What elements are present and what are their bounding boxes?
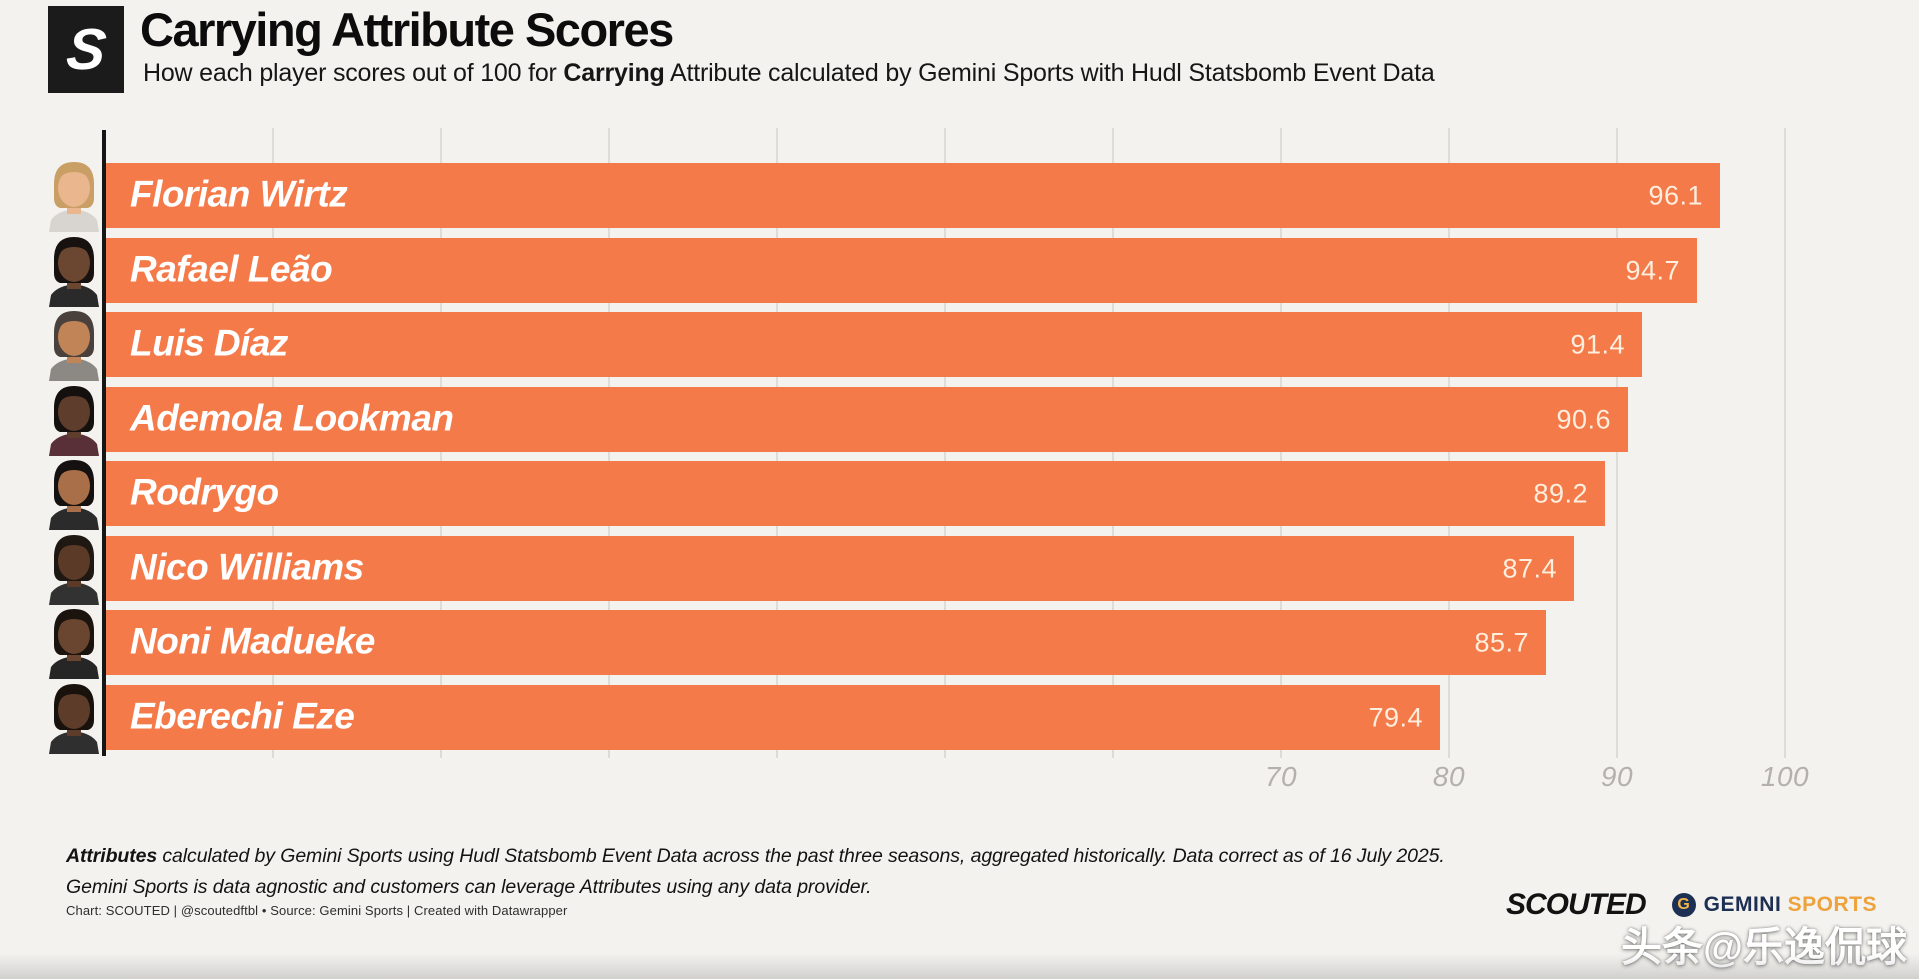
footnote-line-2: Gemini Sports is data agnostic and custo… [66, 875, 872, 898]
player-photo [45, 307, 103, 381]
chart-subtitle: How each player scores out of 100 for Ca… [143, 59, 1435, 88]
player-name: Noni Madueke [130, 619, 375, 661]
player-photo [45, 605, 103, 679]
page-title: Carrying Attribute Scores [140, 3, 674, 56]
footnote-bold: Attributes [66, 845, 158, 867]
score-value: 91.4 [1570, 329, 1625, 359]
bar-row: Noni Madueke 85.7 [0, 609, 1919, 679]
score-bar: Florian Wirtz 96.1 [106, 163, 1720, 228]
footnote: Attributes calculated by Gemini Sports u… [66, 841, 1546, 903]
gemini-circle-icon: G [1671, 893, 1696, 917]
player-name: Luis Díaz [130, 321, 288, 363]
gridline-100 [1784, 128, 1786, 758]
gemini-wordmark: GEMINI SPORTS [1704, 893, 1877, 917]
x-tick-label-90: 90 [1600, 761, 1634, 792]
bar-row: Nico Williams 87.4 [0, 535, 1919, 605]
score-bar: Noni Madueke 85.7 [106, 610, 1546, 675]
footnote-line-1-text: calculated by Gemini Sports using Hudl S… [157, 845, 1445, 867]
bar-row: Rodrygo 89.2 [0, 460, 1919, 530]
player-photo [45, 233, 103, 307]
score-bar: Nico Williams 87.4 [106, 536, 1574, 601]
player-name: Florian Wirtz [130, 172, 348, 214]
gemini-word: GEMINI [1703, 893, 1782, 916]
player-name: Eberechi Eze [130, 694, 355, 736]
score-value: 85.7 [1474, 627, 1529, 657]
player-photo [45, 680, 103, 754]
subtitle-keyword: Carrying [563, 59, 665, 87]
bar-row: Eberechi Eze 79.4 [0, 684, 1919, 754]
subtitle-suffix: Attribute calculated by Gemini Sports wi… [664, 59, 1435, 87]
x-tick-label-80: 80 [1432, 761, 1466, 792]
player-photo [45, 531, 103, 605]
bar-row: Florian Wirtz 96.1 [0, 162, 1919, 232]
player-name: Ademola Lookman [130, 396, 454, 438]
player-photo [45, 158, 103, 232]
score-value: 90.6 [1556, 404, 1611, 434]
credit-line: Chart: SCOUTED | @scoutedftbl • Source: … [66, 903, 568, 918]
footnote-line-1: Attributes calculated by Gemini Sports u… [66, 841, 1546, 872]
bar-row: Rafael Leão 94.7 [0, 237, 1919, 307]
score-value: 87.4 [1502, 553, 1557, 583]
score-value: 79.4 [1368, 702, 1423, 732]
score-bar: Rafael Leão 94.7 [106, 238, 1697, 303]
score-value: 89.2 [1533, 478, 1588, 508]
score-bar: Eberechi Eze 79.4 [106, 685, 1440, 750]
score-bar: Rodrygo 89.2 [106, 461, 1605, 526]
player-name: Nico Williams [130, 545, 364, 587]
x-tick-label-100: 100 [1760, 761, 1810, 792]
score-value: 96.1 [1648, 180, 1703, 210]
player-name: Rafael Leão [130, 247, 333, 289]
scouted-logo: S [48, 6, 124, 93]
sports-word: SPORTS [1787, 893, 1877, 916]
bar-row: Ademola Lookman 90.6 [0, 386, 1919, 456]
subtitle-prefix: How each player scores out of 100 for [143, 59, 564, 87]
score-value: 94.7 [1625, 255, 1680, 285]
player-photo [45, 382, 103, 456]
score-bar: Ademola Lookman 90.6 [106, 387, 1628, 452]
x-tick-label-70: 70 [1264, 761, 1298, 792]
player-name: Rodrygo [130, 470, 279, 512]
scouted-wordmark: SCOUTED [1505, 888, 1647, 921]
watermark-text: 头条@乐逸侃球 [1621, 924, 1907, 970]
y-axis-line [102, 130, 106, 756]
branding-row: SCOUTED G GEMINI SPORTS [1506, 888, 1877, 922]
gemini-sports-logo: G GEMINI SPORTS [1671, 893, 1877, 917]
score-bar: Luis Díaz 91.4 [106, 312, 1642, 377]
bar-row: Luis Díaz 91.4 [0, 311, 1919, 381]
player-photo [45, 456, 103, 530]
